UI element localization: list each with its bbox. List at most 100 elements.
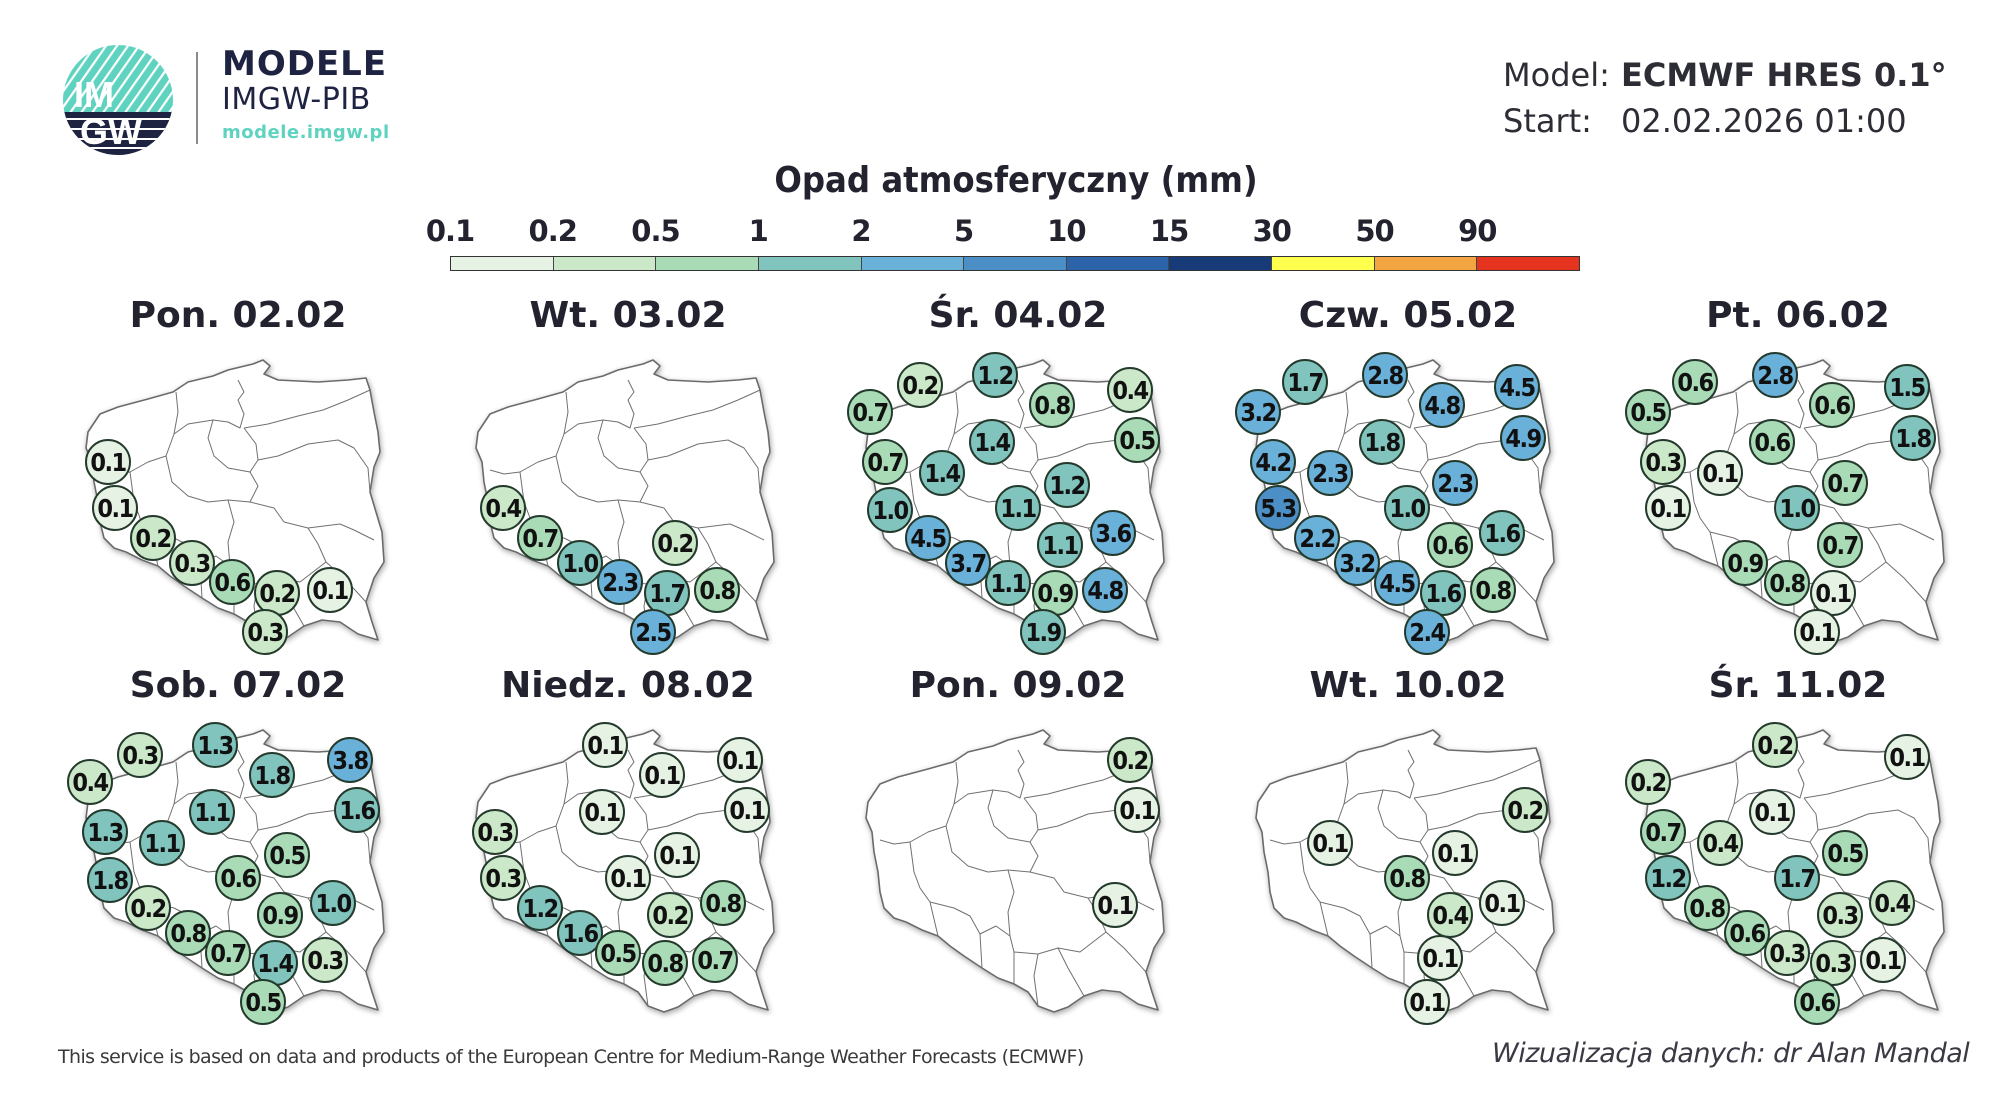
precipitation-value-marker: 1.1 xyxy=(139,820,185,866)
svg-text:GW: GW xyxy=(80,111,142,152)
precipitation-value-marker: 1.8 xyxy=(1359,419,1405,465)
precipitation-value-marker: 0.1 xyxy=(717,737,763,783)
precipitation-value-marker: 0.5 xyxy=(240,979,286,1025)
precipitation-value-marker: 1.9 xyxy=(1020,609,1066,655)
brand-url-link[interactable]: modele.imgw.pl xyxy=(222,122,390,143)
legend-color-segment xyxy=(964,257,1067,270)
legend-tick-label: 30 xyxy=(1252,214,1292,248)
precipitation-value-marker: 4.8 xyxy=(1419,382,1465,428)
precipitation-value-marker: 0.7 xyxy=(205,930,251,976)
forecast-day-panel: Niedz. 08.02 0.1 0.1 0.1 0.1 0.1 0.3 0.1 0.3 0.1 1… xyxy=(468,666,858,1026)
day-title: Pt. 06.02 xyxy=(1706,295,1890,336)
precipitation-value-marker: 2.3 xyxy=(597,559,643,605)
forecast-day-panel: Wt. 10.02 0.2 0.1 0.1 0.8 0.4 0.1 0.1 0.1 xyxy=(1248,666,1638,1026)
precipitation-value-marker: 0.3 xyxy=(472,809,518,855)
precipitation-value-marker: 1.5 xyxy=(1884,364,1930,410)
legend-color-segment xyxy=(656,257,759,270)
day-title: Wt. 03.02 xyxy=(529,295,727,336)
precipitation-value-marker: 2.4 xyxy=(1404,609,1450,655)
legend-color-segment xyxy=(553,257,657,270)
model-value: ECMWF HRES 0.1° xyxy=(1621,56,1947,94)
precipitation-value-marker: 0.1 xyxy=(1417,935,1463,981)
precipitation-value-marker: 0.2 xyxy=(1107,737,1153,783)
precipitation-value-marker: 0.3 xyxy=(1764,930,1810,976)
forecast-day-panel: Sob. 07.02 0.3 1.3 1.8 3.8 0.4 1.1 1.6 1.3 1.1 0.5… xyxy=(67,666,468,1026)
poland-map: 0.2 0.1 0.1 0.8 0.4 0.1 0.1 0.1 xyxy=(1248,722,1568,1025)
precipitation-value-marker: 1.0 xyxy=(867,487,913,533)
precipitation-value-marker: 0.1 xyxy=(1307,820,1353,866)
ecmwf-attribution: This service is based on data and produc… xyxy=(58,1046,1084,1068)
day-title: Śr. 11.02 xyxy=(1708,665,1888,706)
precipitation-value-marker: 0.1 xyxy=(307,567,353,613)
day-title: Pon. 09.02 xyxy=(909,665,1127,706)
precipitation-value-marker: 0.8 xyxy=(1029,382,1075,428)
day-title: Wt. 10.02 xyxy=(1309,665,1507,706)
legend-color-segment xyxy=(1169,257,1273,270)
precipitation-value-marker: 0.6 xyxy=(1672,359,1718,405)
precipitation-value-marker: 4.5 xyxy=(1374,560,1420,606)
precipitation-value-marker: 0.1 xyxy=(1114,787,1160,833)
legend-tick-label: 0.5 xyxy=(631,214,680,248)
precipitation-value-marker: 5.3 xyxy=(1255,485,1301,531)
logo-divider xyxy=(196,52,198,144)
precipitation-value-marker: 0.8 xyxy=(694,567,740,613)
precipitation-value-marker: 0.3 xyxy=(1817,892,1863,938)
legend-tick-label: 5 xyxy=(954,214,974,248)
precipitation-value-marker: 3.7 xyxy=(945,540,991,586)
precipitation-value-marker: 2.5 xyxy=(630,609,676,655)
legend-color-segment xyxy=(861,257,965,270)
legend-color-segment xyxy=(758,257,862,270)
day-title: Śr. 04.02 xyxy=(928,295,1108,336)
poland-map: 0.2 0.1 0.1 xyxy=(858,722,1178,1022)
precipitation-value-marker: 0.8 xyxy=(165,910,211,956)
precipitation-value-marker: 4.2 xyxy=(1250,439,1296,485)
precipitation-value-marker: 1.0 xyxy=(310,880,356,926)
precipitation-value-marker: 1.2 xyxy=(972,352,1018,398)
precipitation-value-marker: 0.3 xyxy=(242,609,288,655)
precipitation-value-marker: 0.5 xyxy=(1625,389,1671,435)
legend-colorbar xyxy=(450,256,1580,271)
precipitation-value-marker: 3.8 xyxy=(327,737,373,783)
precipitation-value-marker: 0.9 xyxy=(257,892,303,938)
precipitation-value-marker: 1.4 xyxy=(969,419,1015,465)
precipitation-value-marker: 3.2 xyxy=(1334,540,1380,586)
start-label: Start: xyxy=(1503,102,1592,140)
precipitation-value-marker: 0.1 xyxy=(1645,485,1691,531)
precipitation-value-marker: 1.2 xyxy=(1044,462,1090,508)
precipitation-value-marker: 0.2 xyxy=(1625,759,1671,805)
precipitation-value-marker: 0.8 xyxy=(700,880,746,926)
precipitation-value-marker: 1.6 xyxy=(334,787,380,833)
model-info: Model: ECMWF HRES 0.1° Start: 02.02.2026… xyxy=(1503,52,1947,144)
legend-tick-label: 2 xyxy=(851,214,871,248)
legend-tick-label: 10 xyxy=(1047,214,1086,248)
imgw-logo-icon: IM GW xyxy=(63,45,173,155)
legend-tick-label: 50 xyxy=(1355,214,1394,248)
precipitation-value-marker: 0.1 xyxy=(1404,979,1450,1025)
precipitation-value-marker: 0.3 xyxy=(1640,439,1686,485)
precipitation-value-marker: 1.7 xyxy=(1282,359,1328,405)
precipitation-value-marker: 0.1 xyxy=(1860,937,1906,983)
precipitation-value-marker: 0.2 xyxy=(125,885,171,931)
precipitation-value-marker: 1.0 xyxy=(557,540,603,586)
poland-map: 1.7 2.8 4.8 4.5 3.2 1.8 4.9 4.2 2.3 2.3 5.3 1.0 2.2 0… xyxy=(1235,352,1568,655)
model-label: Model: xyxy=(1503,56,1610,94)
precipitation-value-marker: 4.5 xyxy=(1494,364,1540,410)
precipitation-value-marker: 2.8 xyxy=(1362,352,1408,398)
precipitation-value-marker: 0.2 xyxy=(1502,787,1548,833)
precipitation-value-marker: 0.6 xyxy=(1724,910,1770,956)
precipitation-value-marker: 0.1 xyxy=(654,832,700,878)
forecast-day-panel: Pon. 09.02 0.2 0.1 0.1 xyxy=(858,666,1248,1026)
poland-map: 0.2 0.1 0.2 0.1 0.7 0.4 0.5 1.2 1.7 0.8 0.3 0.4 0.6 0… xyxy=(1625,722,1958,1025)
precipitation-value-marker: 1.0 xyxy=(1384,485,1430,531)
precipitation-value-marker: 0.4 xyxy=(67,759,113,805)
precipitation-value-marker: 0.4 xyxy=(480,485,526,531)
precipitation-value-marker: 1.1 xyxy=(189,789,235,835)
precipitation-value-marker: 1.3 xyxy=(82,809,128,855)
legend-tick-label: 0.2 xyxy=(528,214,578,248)
legend-tick-label: 90 xyxy=(1458,214,1497,248)
day-title: Niedz. 08.02 xyxy=(501,665,755,706)
precipitation-value-marker: 2.2 xyxy=(1294,515,1340,561)
forecast-day-panel: Wt. 03.02 0.4 0.7 1.0 2.3 0.2 1.7 0.8 2.5 xyxy=(468,296,858,656)
legend-color-segment xyxy=(1272,257,1375,270)
precipitation-value-marker: 0.3 xyxy=(302,937,348,983)
